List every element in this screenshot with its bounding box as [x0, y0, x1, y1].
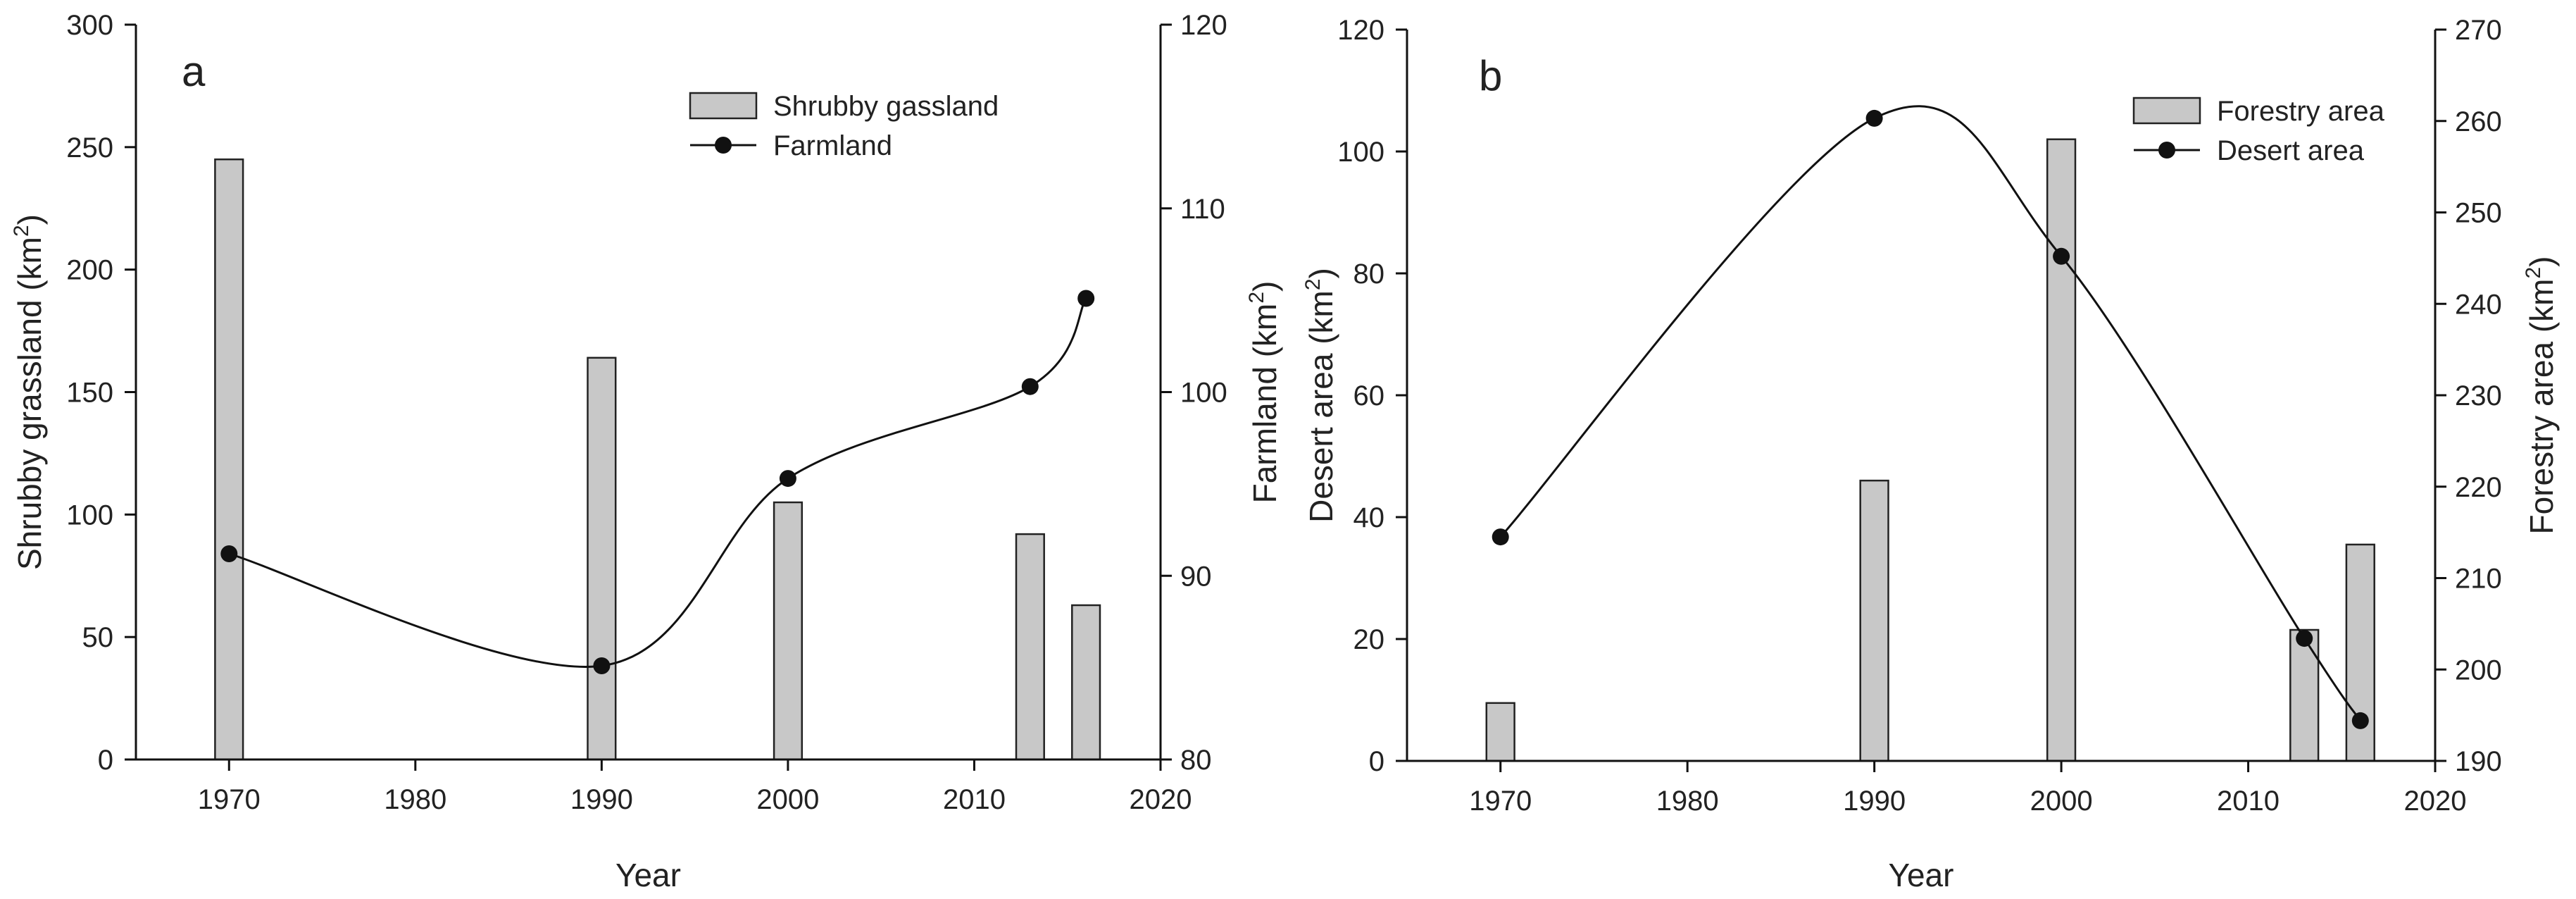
left-y-tick-label: 50	[82, 622, 114, 653]
point-1970	[1492, 528, 1509, 546]
series-line-farmland	[228, 297, 1087, 668]
chart-panel-b: 1970 1980 1990 2000 2010 2020 0 20 40 60 80 100 120 1…	[1301, 15, 2560, 893]
legend-swatch-marker	[2158, 142, 2175, 159]
legend: Shrubby gassland Farmland	[689, 91, 999, 161]
right-y-tick-label: 200	[2455, 655, 2502, 686]
point-1990	[593, 657, 611, 674]
point-2013	[2296, 630, 2313, 647]
right-y-tick-label: 80	[1180, 745, 1212, 776]
legend-label-line: Farmland	[773, 130, 892, 161]
right-y-tick-label: 230	[2455, 380, 2502, 411]
bar-1990	[587, 356, 617, 761]
left-y-tick-label: 80	[1353, 259, 1385, 290]
right-y-tick-label: 240	[2455, 289, 2502, 320]
left-y-tick-label: 120	[1337, 15, 1384, 46]
bar-2013	[1015, 533, 1045, 761]
right-y-axis-title: Farmland (km2)	[1245, 281, 1283, 504]
point-2000	[2053, 247, 2070, 265]
left-y-axis-title: Shrubby grassland (km2)	[10, 214, 48, 570]
left-y-tick-label: 200	[66, 255, 113, 286]
right-y-tick-label: 270	[2455, 15, 2502, 46]
right-y-tick-label: 260	[2455, 106, 2502, 137]
right-y-tick-label: 90	[1180, 561, 1212, 592]
x-tick-label: 1980	[384, 784, 446, 815]
point-2013	[1021, 378, 1039, 395]
right-y-tick-label: 120	[1180, 10, 1227, 41]
point-1970	[220, 545, 238, 562]
chart-panel-a: 1970 1980 1990 2000 2010 2020 0 50 100 150 200 250 3…	[10, 10, 1283, 893]
x-tick-label: 2000	[2030, 786, 2093, 817]
legend: Forestry area Desert area	[2132, 96, 2385, 166]
series-line-desert-area	[1499, 105, 2362, 721]
left-y-tick-label: 60	[1353, 380, 1385, 411]
x-tick-label: 2020	[1130, 784, 1192, 815]
right-y-tick-label: 100	[1180, 378, 1227, 409]
right-y-tick-label: 110	[1180, 194, 1225, 225]
x-tick-label: 1970	[1469, 786, 1532, 817]
panel-letter: b	[1479, 52, 1502, 99]
bar-2000	[2046, 138, 2077, 762]
legend-swatch-bar	[2132, 97, 2201, 125]
right-y-axis-title: Forestry area (km2)	[2522, 256, 2560, 535]
point-2016	[1077, 290, 1095, 307]
left-y-axis-title: Desert area (km2)	[1301, 268, 1339, 523]
point-1990	[1865, 109, 1883, 127]
legend-label-line: Desert area	[2217, 135, 2365, 166]
legend-label-bar: Shrubby gassland	[773, 91, 999, 122]
x-tick-label: 2010	[943, 784, 1006, 815]
bar-1970	[214, 158, 244, 761]
point-2000	[779, 470, 796, 488]
x-tick-label: 1990	[570, 784, 633, 815]
x-tick-label: 2020	[2404, 786, 2467, 817]
bar-2016	[1071, 604, 1101, 761]
left-y-tick-label: 300	[66, 10, 113, 41]
legend-label-bar: Forestry area	[2217, 96, 2385, 127]
panel-letter: a	[182, 48, 206, 95]
left-y-tick-label: 250	[66, 132, 113, 163]
right-y-tick-label: 220	[2455, 472, 2502, 503]
x-tick-label: 1980	[1656, 786, 1719, 817]
x-tick-label: 2000	[756, 784, 819, 815]
bar-1990	[1859, 479, 1889, 762]
bar-1970	[1485, 702, 1515, 762]
x-axis-title: Year	[1889, 857, 1954, 893]
left-y-tick-label: 0	[98, 745, 113, 776]
left-y-tick-label: 150	[66, 378, 113, 409]
left-y-tick-label: 100	[66, 500, 113, 531]
bar-2000	[773, 501, 804, 761]
x-tick-label: 1990	[1843, 786, 1906, 817]
point-2016	[2351, 712, 2369, 729]
bar-2013	[2289, 628, 2320, 762]
left-y-tick-label: 100	[1337, 137, 1384, 168]
left-y-tick-label: 0	[1369, 746, 1384, 777]
right-y-tick-label: 210	[2455, 564, 2502, 595]
right-y-tick-label: 250	[2455, 198, 2502, 229]
x-tick-label: 2010	[2217, 786, 2280, 817]
x-axis-title: Year	[615, 857, 681, 893]
legend-swatch-marker	[715, 137, 732, 154]
right-y-tick-label: 190	[2455, 746, 2502, 777]
left-y-tick-label: 40	[1353, 502, 1385, 533]
left-y-tick-label: 20	[1353, 624, 1385, 655]
legend-swatch-bar	[689, 92, 758, 120]
x-tick-label: 1970	[198, 784, 261, 815]
